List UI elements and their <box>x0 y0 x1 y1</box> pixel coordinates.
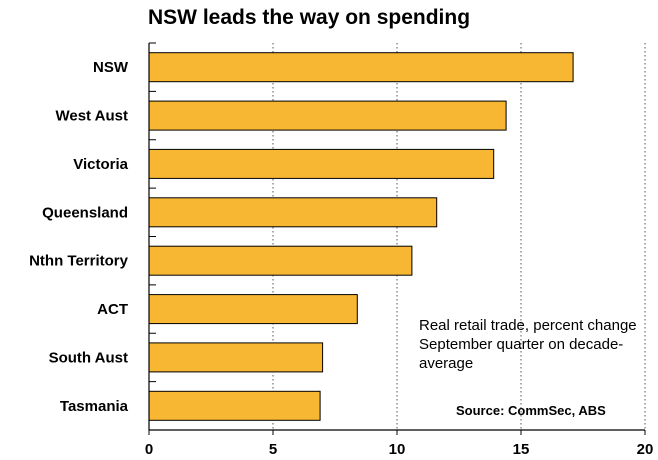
bar <box>148 197 438 228</box>
category-label: Nthn Territory <box>29 253 129 270</box>
chart-title: NSW leads the way on spending <box>148 6 471 29</box>
bar <box>148 390 321 421</box>
category-label: Tasmania <box>60 398 129 415</box>
x-tick-label: 15 <box>513 441 530 458</box>
category-label: Queensland <box>42 204 128 221</box>
bar <box>148 100 507 131</box>
category-label: NSW <box>93 59 129 76</box>
x-tick-label: 0 <box>145 441 153 458</box>
x-tick-label: 20 <box>637 441 654 458</box>
category-label: West Aust <box>55 108 128 125</box>
category-label: ACT <box>97 301 128 318</box>
bar <box>148 245 413 276</box>
source-note: Source: CommSec, ABS <box>456 403 606 418</box>
bar <box>148 294 358 325</box>
x-tick-label: 10 <box>389 441 406 458</box>
category-label: South Aust <box>49 349 128 366</box>
bar <box>148 52 574 83</box>
bar <box>148 342 324 373</box>
chart-annotation: Real retail trade, percent change Septem… <box>419 317 637 372</box>
bar <box>148 148 495 179</box>
x-tick-label: 5 <box>269 441 277 458</box>
category-label: Victoria <box>73 156 128 173</box>
